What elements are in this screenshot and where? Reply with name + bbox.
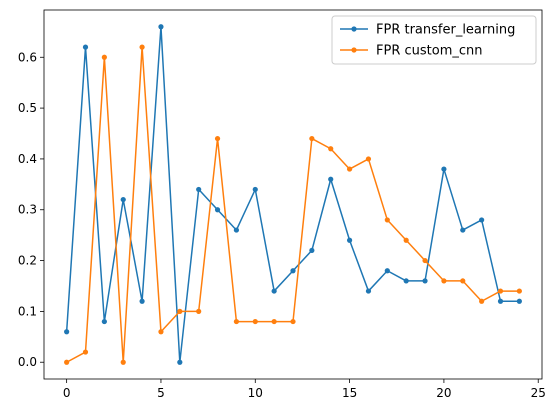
series-2: [64, 44, 522, 365]
x-tick-label: 0: [63, 386, 71, 400]
data-point: [233, 227, 240, 233]
data-point: [422, 257, 428, 264]
x-tick-label: 5: [157, 386, 165, 400]
data-point: [384, 268, 390, 274]
legend-label: FPR custom_cnn: [376, 44, 482, 59]
data-point: [497, 288, 504, 294]
legend-item: FPR transfer_learning: [340, 23, 515, 38]
data-point: [214, 207, 221, 213]
legend-marker: [351, 26, 357, 32]
y-tick-label: 0.0: [18, 355, 37, 369]
y-tick-label: 0.6: [18, 50, 37, 64]
x-axis: 0 5 10 15 20 25: [63, 379, 546, 400]
data-point: [177, 308, 183, 315]
x-tick-label: 15: [342, 386, 357, 400]
y-axis: 0.0 0.1 0.2 0.3 0.4 0.5 0.6: [18, 50, 44, 369]
data-point: [441, 278, 447, 284]
data-point: [271, 318, 277, 325]
data-point: [177, 359, 183, 365]
data-point: [196, 308, 202, 315]
data-point: [460, 227, 466, 233]
axes-frame: [43, 9, 543, 380]
data-point: [158, 24, 164, 30]
y-tick-label: 0.1: [18, 304, 37, 318]
data-point: [309, 135, 315, 142]
data-point: [384, 217, 390, 223]
data-point: [497, 298, 504, 304]
x-tick-label: 20: [436, 386, 451, 400]
data-point: [365, 156, 372, 162]
data-point: [120, 196, 126, 203]
data-point: [479, 217, 485, 223]
x-tick-label: 10: [248, 386, 263, 400]
data-point: [441, 166, 447, 172]
data-point: [309, 247, 315, 254]
data-point: [328, 146, 334, 152]
data-point: [139, 44, 145, 50]
data-point: [82, 44, 89, 50]
data-point: [516, 298, 522, 304]
data-point: [101, 54, 107, 60]
data-point: [101, 318, 107, 325]
data-point: [403, 278, 409, 284]
data-point: [346, 166, 353, 172]
data-point: [252, 186, 258, 193]
y-tick-label: 0.2: [18, 254, 37, 268]
data-point: [328, 176, 334, 182]
legend-marker: [351, 47, 357, 53]
series-1: [64, 24, 522, 365]
data-point: [233, 318, 240, 325]
data-point: [460, 278, 466, 284]
data-point: [365, 288, 372, 294]
legend-item: FPR custom_cnn: [340, 44, 482, 59]
data-point: [196, 186, 202, 193]
y-tick-label: 0.5: [18, 101, 37, 115]
data-point: [64, 359, 70, 365]
legend: FPR transfer_learning FPR custom_cnn: [331, 15, 537, 65]
data-point: [271, 288, 277, 294]
data-point: [214, 135, 221, 142]
data-point: [403, 237, 409, 243]
series-layer: [64, 24, 522, 365]
data-point: [64, 329, 70, 335]
data-point: [158, 329, 164, 335]
data-point: [290, 318, 296, 325]
y-tick-label: 0.4: [18, 152, 37, 166]
data-point: [346, 237, 353, 243]
data-point: [290, 268, 296, 274]
data-point: [252, 318, 258, 325]
data-point: [139, 298, 145, 304]
data-point: [120, 359, 126, 365]
legend-box: [331, 15, 537, 65]
y-tick-label: 0.3: [18, 203, 37, 217]
legend-label: FPR transfer_learning: [376, 23, 515, 38]
data-point: [82, 349, 89, 355]
data-point: [516, 288, 522, 294]
data-point: [422, 278, 428, 284]
x-tick-label: 25: [531, 386, 546, 400]
data-point: [479, 298, 485, 304]
